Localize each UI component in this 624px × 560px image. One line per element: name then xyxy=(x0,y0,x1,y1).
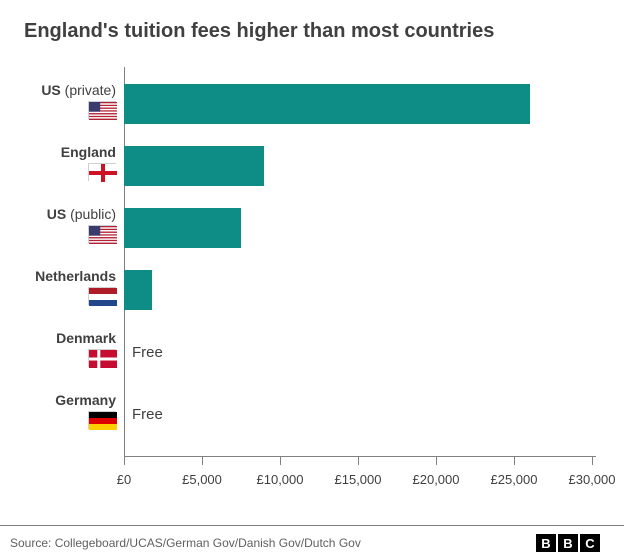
flag-icon xyxy=(88,349,116,367)
x-axis xyxy=(124,456,596,457)
bbc-logo-c: C xyxy=(580,534,600,552)
x-tick-label: £10,000 xyxy=(257,472,304,487)
flag-icon xyxy=(88,163,116,181)
chart-row: US (private) xyxy=(124,73,600,135)
x-tick-label: £5,000 xyxy=(182,472,222,487)
flag-icon xyxy=(88,225,116,243)
bar xyxy=(124,208,241,248)
row-label-text: Denmark xyxy=(24,331,116,346)
row-label-text: England xyxy=(24,145,116,160)
row-label: Netherlands xyxy=(24,269,124,311)
flag-icon xyxy=(88,411,116,429)
x-tick xyxy=(124,457,125,465)
chart-row: Netherlands xyxy=(124,259,600,321)
x-tick xyxy=(202,457,203,465)
x-tick xyxy=(358,457,359,465)
row-label-text: Netherlands xyxy=(24,269,116,284)
row-label-text: US (private) xyxy=(24,83,116,98)
x-tick-label: £20,000 xyxy=(413,472,460,487)
row-label-text: US (public) xyxy=(24,207,116,222)
row-label: England xyxy=(24,145,124,187)
x-tick xyxy=(280,457,281,465)
chart-row: DenmarkFree xyxy=(124,321,600,383)
bar xyxy=(124,270,152,310)
x-tick xyxy=(514,457,515,465)
x-tick xyxy=(436,457,437,465)
row-label: US (private) xyxy=(24,83,124,125)
free-label: Free xyxy=(132,344,163,361)
source-text: Source: Collegeboard/UCAS/German Gov/Dan… xyxy=(10,536,361,550)
x-tick-label: £25,000 xyxy=(491,472,538,487)
chart-row: England xyxy=(124,135,600,197)
chart-row: GermanyFree xyxy=(124,383,600,445)
x-tick xyxy=(592,457,593,465)
bbc-logo-b2: B xyxy=(558,534,578,552)
x-tick-label: £30,000 xyxy=(569,472,616,487)
row-label: US (public) xyxy=(24,207,124,249)
row-label-text: Germany xyxy=(24,393,116,408)
bbc-logo-b1: B xyxy=(536,534,556,552)
chart-row: US (public) xyxy=(124,197,600,259)
bbc-logo: B B C xyxy=(536,534,600,552)
flag-icon xyxy=(88,101,116,119)
x-tick-label: £15,000 xyxy=(335,472,382,487)
row-label: Denmark xyxy=(24,331,124,373)
bar xyxy=(124,146,264,186)
free-label: Free xyxy=(132,406,163,423)
footer: Source: Collegeboard/UCAS/German Gov/Dan… xyxy=(0,525,624,560)
flag-icon xyxy=(88,287,116,305)
chart-area: US (private)EnglandUS (public)Netherland… xyxy=(124,67,600,487)
row-label: Germany xyxy=(24,393,124,435)
x-tick-label: £0 xyxy=(117,472,131,487)
chart-title: England's tuition fees higher than most … xyxy=(24,20,600,43)
bar xyxy=(124,84,530,124)
chart-container: England's tuition fees higher than most … xyxy=(0,0,624,487)
